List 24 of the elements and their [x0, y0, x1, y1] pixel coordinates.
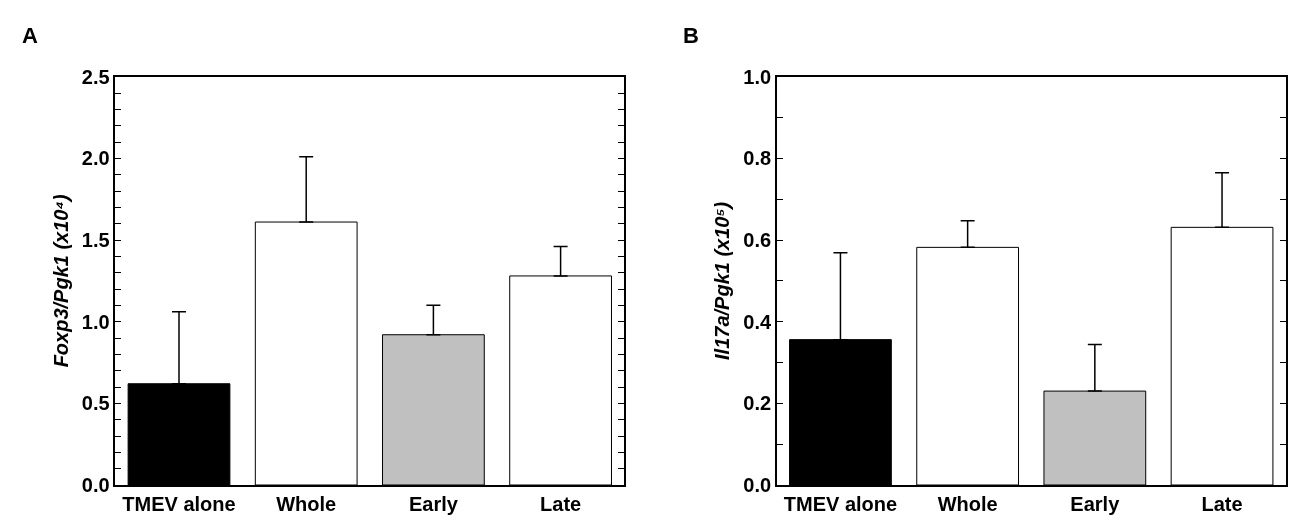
y-tick-label: 0.2 [743, 392, 772, 415]
y-tick-label: 2.0 [81, 147, 110, 170]
x-tick-label: TMEV alone [783, 492, 898, 515]
y-tick-label: 0.0 [81, 474, 110, 496]
y-tick-label: 0.0 [743, 474, 772, 496]
y-tick-label: 1.0 [81, 310, 110, 333]
x-tick-label: Early [408, 492, 459, 515]
x-tick-label: Early [1070, 492, 1121, 515]
y-axis-title: Foxp3/Pgk1 (x10⁴) [49, 193, 72, 368]
y-axis-title: Il17a/Pgk1 (x10⁵) [711, 201, 734, 360]
y-tick-label: 2.5 [81, 65, 110, 88]
y-tick-label: 0.8 [743, 147, 772, 170]
x-tick-label: Whole [937, 492, 998, 515]
x-tick-label: TMEV alone [122, 492, 236, 515]
y-tick-label: 1.5 [81, 229, 110, 252]
y-tick-label: 0.6 [743, 229, 772, 252]
y-tick-label: 0.5 [81, 392, 110, 415]
chart-title: B [683, 23, 699, 48]
y-tick-label: 1.0 [743, 65, 772, 88]
x-tick-label: Late [1201, 492, 1243, 515]
x-tick-label: Late [540, 492, 582, 515]
chart-title: A [22, 23, 38, 48]
x-tick-label: Whole [276, 492, 337, 515]
y-tick-label: 0.4 [743, 310, 772, 333]
